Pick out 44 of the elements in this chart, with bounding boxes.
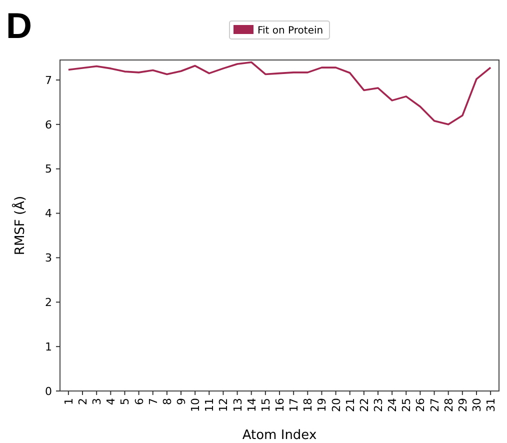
x-tick-label: 23 [372,398,385,412]
x-tick-label: 14 [245,398,258,412]
x-tick-label: 3 [90,398,104,405]
x-tick-label: 5 [118,398,132,405]
legend-label: Fit on Protein [258,26,324,36]
x-tick-label: 26 [414,398,428,412]
x-tick-label: 6 [132,398,146,405]
x-tick-label: 19 [316,398,329,412]
x-tick-label: 27 [428,398,442,412]
x-tick-label: 18 [302,398,315,412]
x-tick-label: 20 [330,398,343,412]
x-tick-label: 28 [442,398,456,412]
x-tick-label: 29 [456,398,470,412]
y-tick-label: 6 [45,118,52,132]
x-tick-label: 22 [358,398,371,412]
y-tick-label: 2 [45,296,52,309]
y-tick-label: 0 [45,384,52,398]
y-axis-title: RMSF (Å) [11,196,28,256]
text: D [6,5,32,46]
x-axis-title: Atom Index [242,428,317,443]
x-tick-label: 13 [231,398,244,412]
x-tick-label: 17 [288,398,301,412]
y-tick-label: 7 [45,74,52,87]
x-tick-label: 30 [470,398,484,412]
x-tick-label: 2 [76,398,90,405]
x-tick-label: 12 [217,398,230,412]
line-series [68,61,492,126]
x-tick-label: 16 [274,398,286,412]
x-tick-label: 7 [146,398,160,405]
x-tick-label: 11 [203,398,216,412]
x-tick-label: 21 [344,398,357,412]
x-tick-label: 15 [259,398,272,412]
x-tick-label: 31 [484,398,498,412]
x-tick-label: 4 [104,398,118,405]
x-tick-label: 1 [62,398,76,405]
y-tick-label: 5 [45,162,52,176]
x-tick-label: 10 [189,398,202,412]
y-tick-label: 3 [45,252,52,265]
x-tick-label: 8 [160,398,174,405]
x-tick-label: 9 [175,398,188,405]
x-tick-label: 25 [400,398,414,412]
x-tick-label: 24 [386,398,400,412]
y-tick-label: 1 [45,340,52,354]
y-tick-label: 4 [45,207,52,220]
